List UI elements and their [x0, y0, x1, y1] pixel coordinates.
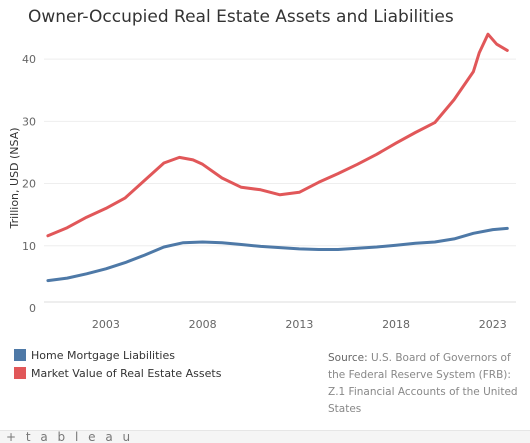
chart-title: Owner-Occupied Real Estate Assets and Li…: [28, 7, 454, 27]
legend-label-assets: Market Value of Real Estate Assets: [31, 366, 222, 380]
source-label: Source:: [328, 352, 368, 364]
legend: Home Mortgage Liabilities Market Value o…: [14, 346, 221, 382]
legend-label-mortgage: Home Mortgage Liabilities: [31, 348, 175, 362]
tableau-logo[interactable]: + t a b l e a u: [6, 430, 134, 443]
x-tick-label: 2008: [189, 318, 217, 331]
source-text: U.S. Board of Governors of the Federal R…: [328, 352, 518, 415]
legend-swatch-mortgage: [14, 349, 26, 361]
x-tick-label: 2003: [92, 318, 120, 331]
legend-swatch-assets: [14, 367, 26, 379]
y-tick-label: 20: [22, 178, 36, 191]
series-line-1[interactable]: [46, 32, 509, 238]
y-tick-label: 10: [22, 240, 36, 253]
x-tick-labels: 2003 2008 2013 2018 2023: [92, 318, 507, 331]
y-tick-label: 30: [22, 115, 36, 128]
line-chart: 0 10 20 30 40 2003 2008 2013 2018 2023 Trillion,…: [8, 32, 516, 331]
y-tick-label: 40: [22, 53, 36, 66]
y-tick-label: 0: [29, 302, 36, 315]
source-note: Source: U.S. Board of Governors of the F…: [328, 350, 524, 418]
legend-item-assets[interactable]: Market Value of Real Estate Assets: [14, 364, 221, 382]
legend-item-mortgage[interactable]: Home Mortgage Liabilities: [14, 346, 221, 364]
y-axis-label: Trillion, USD (NSA): [8, 127, 21, 229]
series-lines: [46, 32, 509, 283]
y-tick-labels: 0 10 20 30 40: [22, 53, 36, 315]
x-tick-label: 2018: [382, 318, 410, 331]
series-line-0[interactable]: [46, 226, 509, 283]
tableau-footer: + t a b l e a u: [0, 430, 530, 443]
x-tick-label: 2013: [285, 318, 313, 331]
x-tick-label: 2023: [479, 318, 507, 331]
gridlines: [44, 58, 516, 247]
